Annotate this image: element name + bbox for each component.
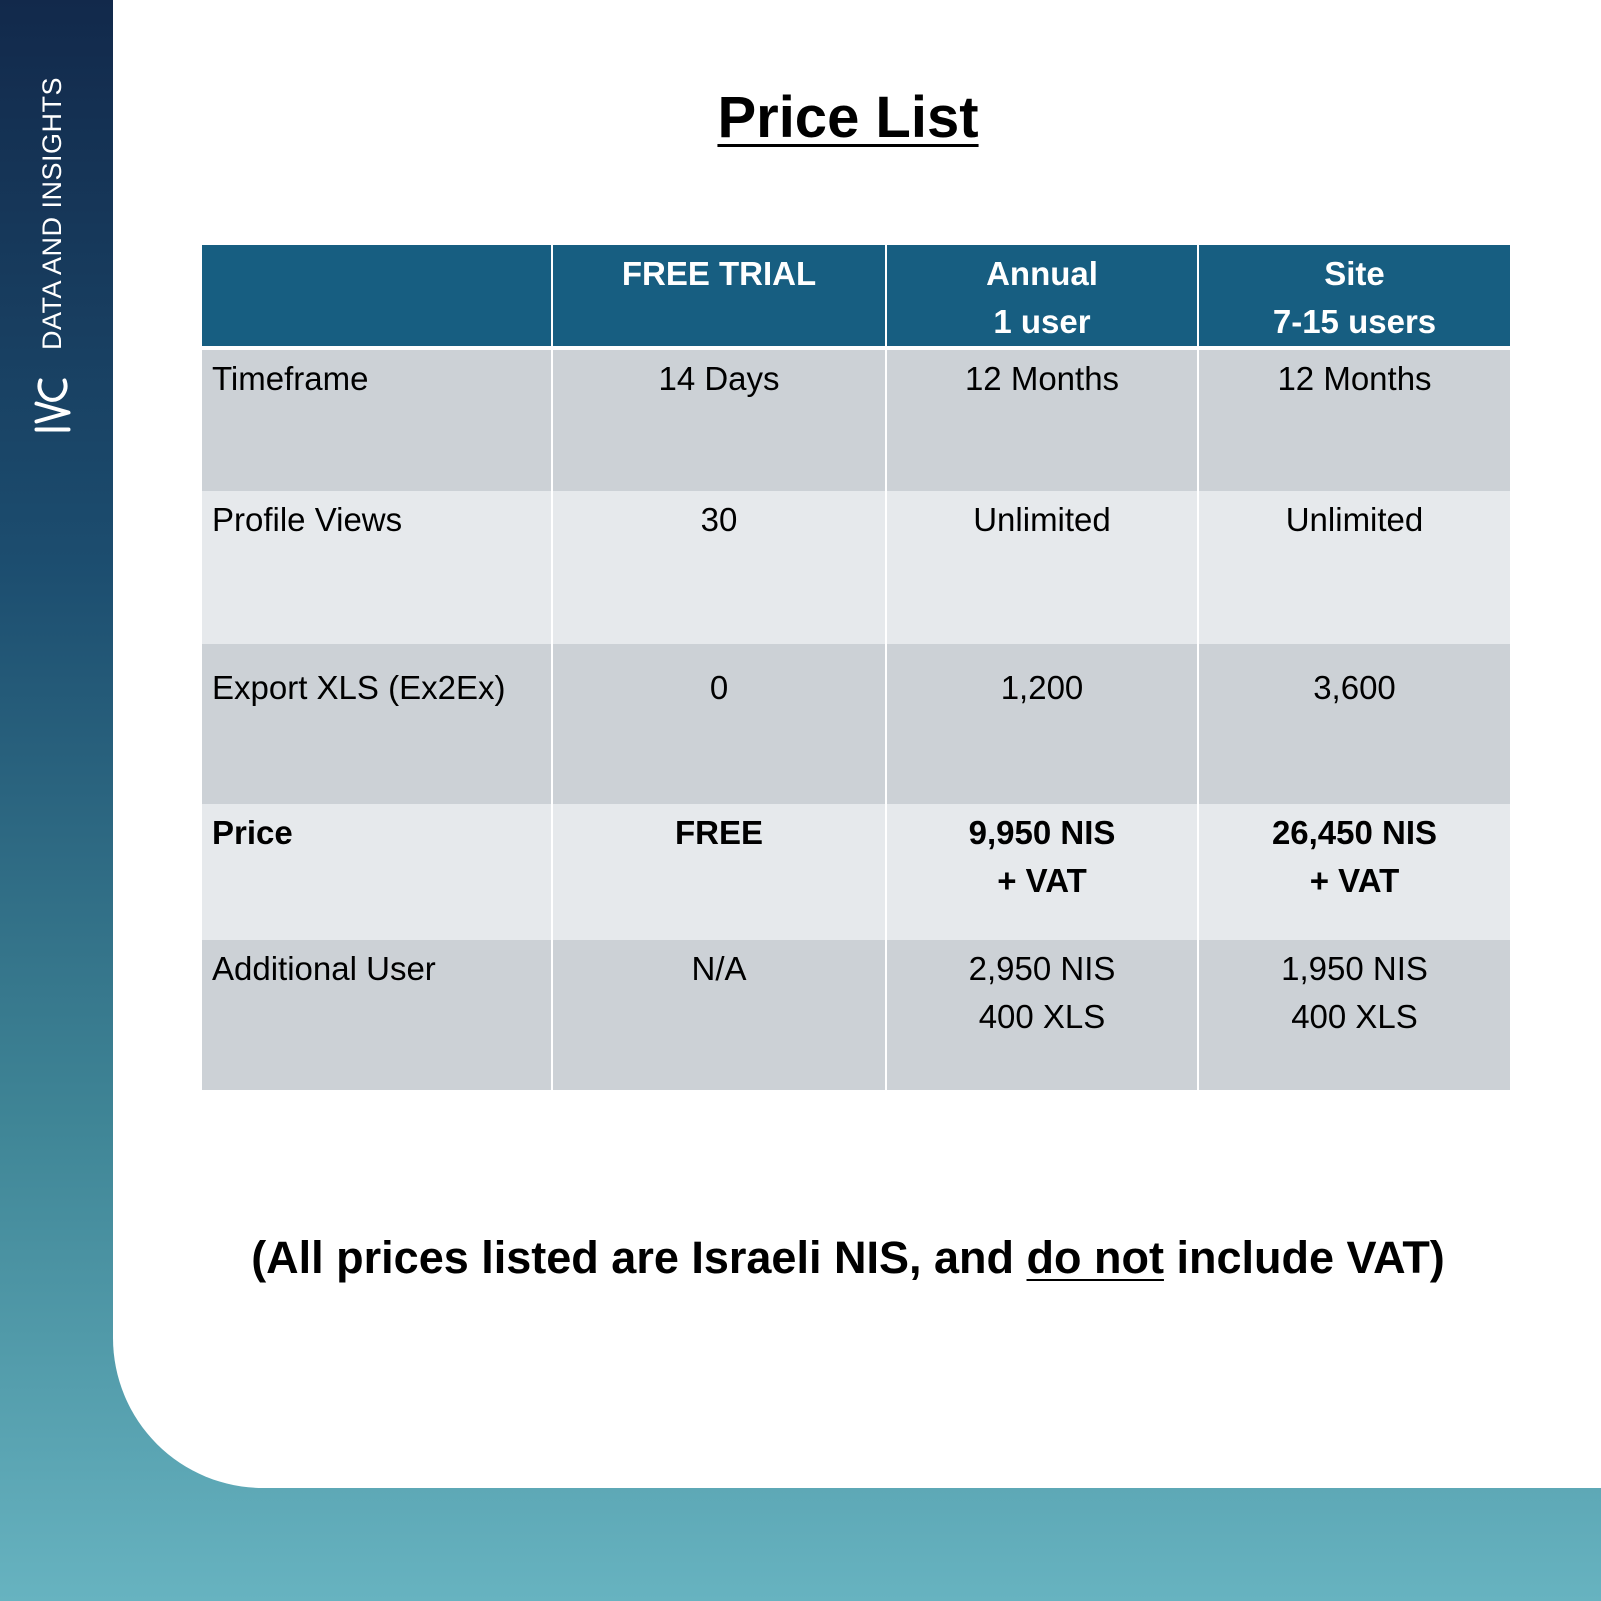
ivc-logo-icon <box>30 374 75 434</box>
table-header-row: FREE TRIAL Annual 1 user Site 7-15 users <box>202 245 1510 350</box>
brand: DATA AND INSIGHTS <box>30 40 75 436</box>
table-cell: 2,950 NIS 400 XLS <box>885 940 1198 1090</box>
page-title: Price List <box>717 85 979 150</box>
table-cell: 3,600 <box>1197 644 1510 804</box>
table-cell: Unlimited <box>885 491 1198 644</box>
table-row: Additional User N/A 2,950 NIS 400 XLS 1,… <box>202 940 1510 1090</box>
table-cell: 26,450 NIS + VAT <box>1197 804 1510 940</box>
table-cell: 9,950 NIS + VAT <box>885 804 1198 940</box>
header-site: Site 7-15 users <box>1197 245 1510 350</box>
table-row: Price FREE 9,950 NIS + VAT 26,450 NIS + … <box>202 804 1510 940</box>
table-row: Timeframe 14 Days 12 Months 12 Months <box>202 348 1510 491</box>
vat-footnote: (All prices listed are Israeli NIS, and … <box>251 1232 1445 1283</box>
brand-tagline: DATA AND INSIGHTS <box>37 76 67 350</box>
table-cell: N/A <box>551 940 886 1090</box>
table-cell: 12 Months <box>885 348 1198 491</box>
table-cell: 0 <box>551 644 886 804</box>
table-cell: 1,950 NIS 400 XLS <box>1197 940 1510 1090</box>
header-annual: Annual 1 user <box>885 245 1198 350</box>
row-label: Export XLS (Ex2Ex) <box>202 644 552 804</box>
table-row: Profile Views 30 Unlimited Unlimited <box>202 491 1510 644</box>
row-label: Additional User <box>202 940 552 1090</box>
table-cell: Unlimited <box>1197 491 1510 644</box>
table-cell: 14 Days <box>551 348 886 491</box>
sidebar: DATA AND INSIGHTS <box>0 0 113 1601</box>
table-cell: 30 <box>551 491 886 644</box>
table-row: Export XLS (Ex2Ex) 0 1,200 3,600 <box>202 644 1510 804</box>
price-table: FREE TRIAL Annual 1 user Site 7-15 users… <box>202 245 1510 1090</box>
header-empty <box>202 245 552 350</box>
content-panel: Price List FREE TRIAL Annual 1 user Site… <box>113 0 1601 1488</box>
row-label: Price <box>202 804 552 940</box>
row-label: Profile Views <box>202 491 552 644</box>
row-label: Timeframe <box>202 348 552 491</box>
table-cell: FREE <box>551 804 886 940</box>
table-cell: 12 Months <box>1197 348 1510 491</box>
table-cell: 1,200 <box>885 644 1198 804</box>
header-free-trial: FREE TRIAL <box>551 245 886 350</box>
